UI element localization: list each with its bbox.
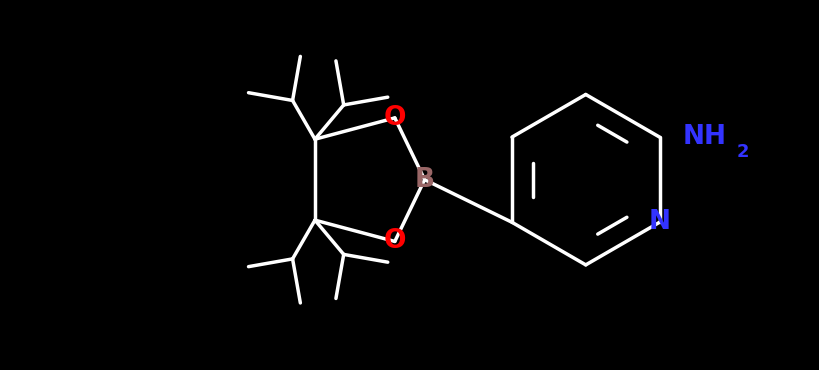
Text: O: O	[383, 228, 406, 255]
Text: B: B	[414, 166, 435, 193]
Text: N: N	[649, 209, 671, 235]
Text: NH: NH	[683, 124, 727, 150]
Text: 2: 2	[736, 143, 749, 161]
Text: O: O	[383, 105, 406, 131]
